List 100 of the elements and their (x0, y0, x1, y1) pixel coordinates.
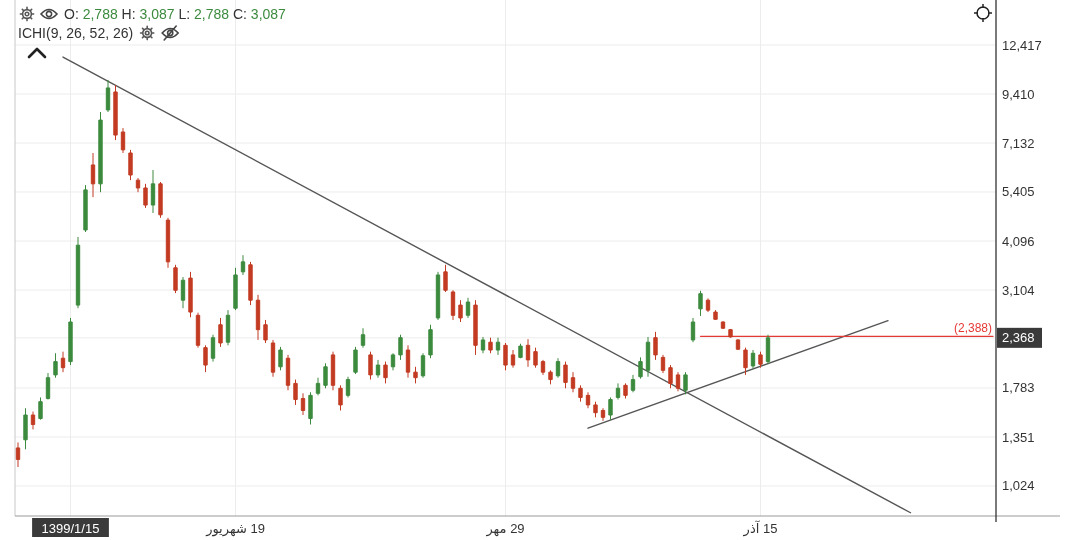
candlestick (683, 371, 688, 395)
candlestick (630, 374, 636, 393)
candlestick (278, 346, 283, 371)
candlestick (45, 372, 51, 401)
candlestick (38, 396, 43, 421)
candlestick (285, 354, 291, 391)
candlestick (375, 359, 381, 379)
candlestick (495, 337, 501, 356)
candlestick (255, 294, 261, 341)
candlestick (315, 377, 321, 396)
candlestick (570, 371, 576, 393)
candlestick (203, 344, 208, 373)
y-tick-label: 12,417 (1002, 37, 1042, 53)
candlestick (338, 384, 343, 411)
x-tick-label: 19 شهریور (205, 520, 265, 537)
candlestick (360, 327, 366, 349)
candlestick (600, 407, 606, 422)
candlestick (218, 317, 223, 348)
candlestick (458, 299, 463, 323)
candlestick (615, 382, 621, 401)
candlestick (450, 289, 456, 321)
candlestick (300, 392, 306, 416)
candlestick (540, 359, 546, 376)
candlestick (645, 336, 651, 378)
candlestick (368, 351, 373, 381)
x-tick-label: 1399/1/15 (41, 520, 100, 536)
candlestick (248, 261, 253, 306)
candlestick (53, 352, 58, 379)
candlestick (623, 382, 628, 399)
candlestick (188, 271, 193, 318)
y-tick-label: 7,132 (1002, 135, 1035, 151)
candlestick (638, 356, 643, 380)
candlestick (98, 111, 103, 193)
candlestick (465, 297, 471, 319)
candlestick (113, 84, 118, 141)
candlestick (750, 349, 756, 370)
candlestick (503, 342, 508, 371)
candlestick (135, 177, 141, 193)
candlestick (240, 254, 246, 276)
y-tick-label: 1,351 (1002, 429, 1035, 445)
candlestick (585, 391, 591, 409)
candlestick (323, 362, 328, 389)
candlestick (473, 299, 478, 356)
candlestick (293, 379, 298, 406)
candlestick (518, 343, 523, 359)
candlestick (308, 391, 313, 426)
y-tick-label: 1,783 (1002, 380, 1035, 396)
candlestick (653, 331, 658, 361)
candlestick (23, 407, 28, 450)
annotation: ICHI(9, 26, 52, 26) (18, 25, 134, 41)
candlestick (548, 369, 553, 385)
series-label: (2,388) (953, 321, 992, 336)
candlestick (60, 351, 66, 373)
candlestick (120, 127, 126, 154)
y-tick-label: 1,024 (1002, 478, 1035, 494)
candlestick (210, 334, 216, 363)
y-tick-label: 4,096 (1002, 233, 1035, 249)
candlestick (608, 396, 613, 421)
y-tick-label: 9,410 (1002, 86, 1035, 102)
candlestick (720, 320, 726, 330)
candlestick (68, 317, 73, 366)
candlestick (698, 290, 703, 317)
candlestick (30, 411, 36, 430)
candlestick (510, 349, 516, 369)
y-tick-label: 3,104 (1002, 282, 1035, 298)
candlestick (758, 351, 763, 369)
candlestick (383, 361, 388, 384)
candlestick (83, 184, 88, 233)
candlestick (398, 334, 403, 361)
candlestick (405, 344, 411, 379)
y-tick-label: 5,405 (1002, 184, 1035, 200)
candlestick (705, 297, 711, 313)
candlestick (480, 336, 486, 354)
candlestick (668, 364, 673, 389)
candlestick (143, 183, 148, 209)
candlestick (428, 324, 433, 359)
candlestick (225, 309, 231, 346)
annotation: O: 2,788 H: 3,087 L: 2,788 C: 3,087 (64, 6, 287, 22)
candlestick (533, 347, 538, 369)
candlestick (555, 357, 561, 379)
candlestick (15, 441, 21, 468)
candlestick (90, 152, 96, 198)
candlestick (158, 181, 163, 219)
candlestick (443, 264, 448, 293)
candlestick (675, 371, 681, 392)
candlestick (353, 346, 358, 375)
x-tick-label: 15 آذر (742, 519, 778, 537)
candlestick (525, 338, 531, 368)
candlestick (128, 149, 133, 181)
x-tick-label: 29 مهر (485, 520, 525, 537)
candlestick (690, 317, 696, 343)
candlestick (728, 328, 733, 339)
candlestick (713, 309, 718, 321)
candlestick (743, 347, 748, 376)
candlestick (150, 169, 156, 214)
candlestick (578, 384, 583, 403)
candlestick (173, 264, 178, 294)
candlestick (413, 366, 418, 384)
candlestick (263, 319, 268, 344)
candlestick (233, 267, 238, 311)
